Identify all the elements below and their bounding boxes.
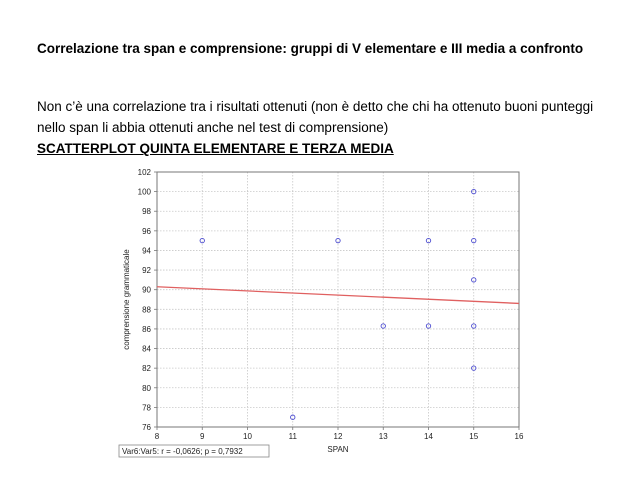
data-point (199, 238, 205, 244)
x-axis-ticks: 8 9 10 11 12 13 14 15 16 (155, 427, 524, 441)
y-tick-label: 84 (142, 345, 151, 354)
y-axis-label: comprensione grammaticale (122, 249, 131, 350)
data-point (471, 188, 477, 195)
data-point (471, 365, 477, 371)
data-point (425, 323, 432, 329)
slide-title: Correlazione tra span e comprensione: gr… (37, 41, 584, 56)
y-tick-label: 96 (142, 227, 151, 236)
x-axis-label: SPAN (327, 445, 348, 454)
data-points (199, 188, 477, 420)
data-point (471, 277, 477, 283)
y-tick-label: 98 (142, 207, 151, 216)
x-tick-label: 11 (289, 432, 298, 441)
chart-background (117, 164, 529, 462)
y-tick-label: 100 (138, 188, 152, 197)
data-point (335, 238, 341, 244)
data-point (380, 323, 386, 329)
x-tick-label: 15 (469, 432, 478, 441)
y-tick-label: 86 (142, 325, 151, 334)
y-tick-label: 80 (142, 384, 151, 393)
scatterplot-chart: 76 78 80 82 84 86 88 90 92 94 96 98 100 102 8 9 10 11 12 1… (117, 164, 529, 462)
y-tick-label: 90 (142, 286, 151, 295)
y-tick-label: 92 (142, 266, 151, 275)
y-tick-label: 88 (142, 305, 151, 314)
data-point (425, 238, 432, 244)
x-tick-label: 12 (334, 432, 343, 441)
x-tick-label: 8 (155, 432, 160, 441)
x-tick-label: 16 (515, 432, 524, 441)
data-point (290, 414, 296, 420)
y-tick-label: 76 (142, 423, 151, 432)
x-tick-label: 13 (379, 432, 388, 441)
y-tick-label: 102 (138, 168, 152, 177)
data-point (471, 323, 477, 329)
x-tick-label: 9 (200, 432, 205, 441)
y-tick-label: 78 (142, 403, 151, 412)
slide-body-text: Non c’è una correlazione tra i risultati… (37, 99, 594, 135)
data-point (471, 238, 477, 244)
stats-box (118, 444, 270, 458)
correlation-stats: Var6:Var5: r = -0,0626; p = 0,7932 (122, 447, 243, 456)
x-tick-label: 14 (424, 432, 433, 441)
x-tick-label: 10 (243, 432, 252, 441)
regression-line (156, 286, 520, 305)
slide-subheading: SCATTERPLOT QUINTA ELEMENTARE E TERZA ME… (37, 141, 394, 156)
y-axis-ticks: 76 78 80 82 84 86 88 90 92 94 96 98 100 102 (138, 168, 157, 432)
y-tick-label: 82 (142, 364, 151, 373)
y-tick-label: 94 (142, 246, 151, 255)
